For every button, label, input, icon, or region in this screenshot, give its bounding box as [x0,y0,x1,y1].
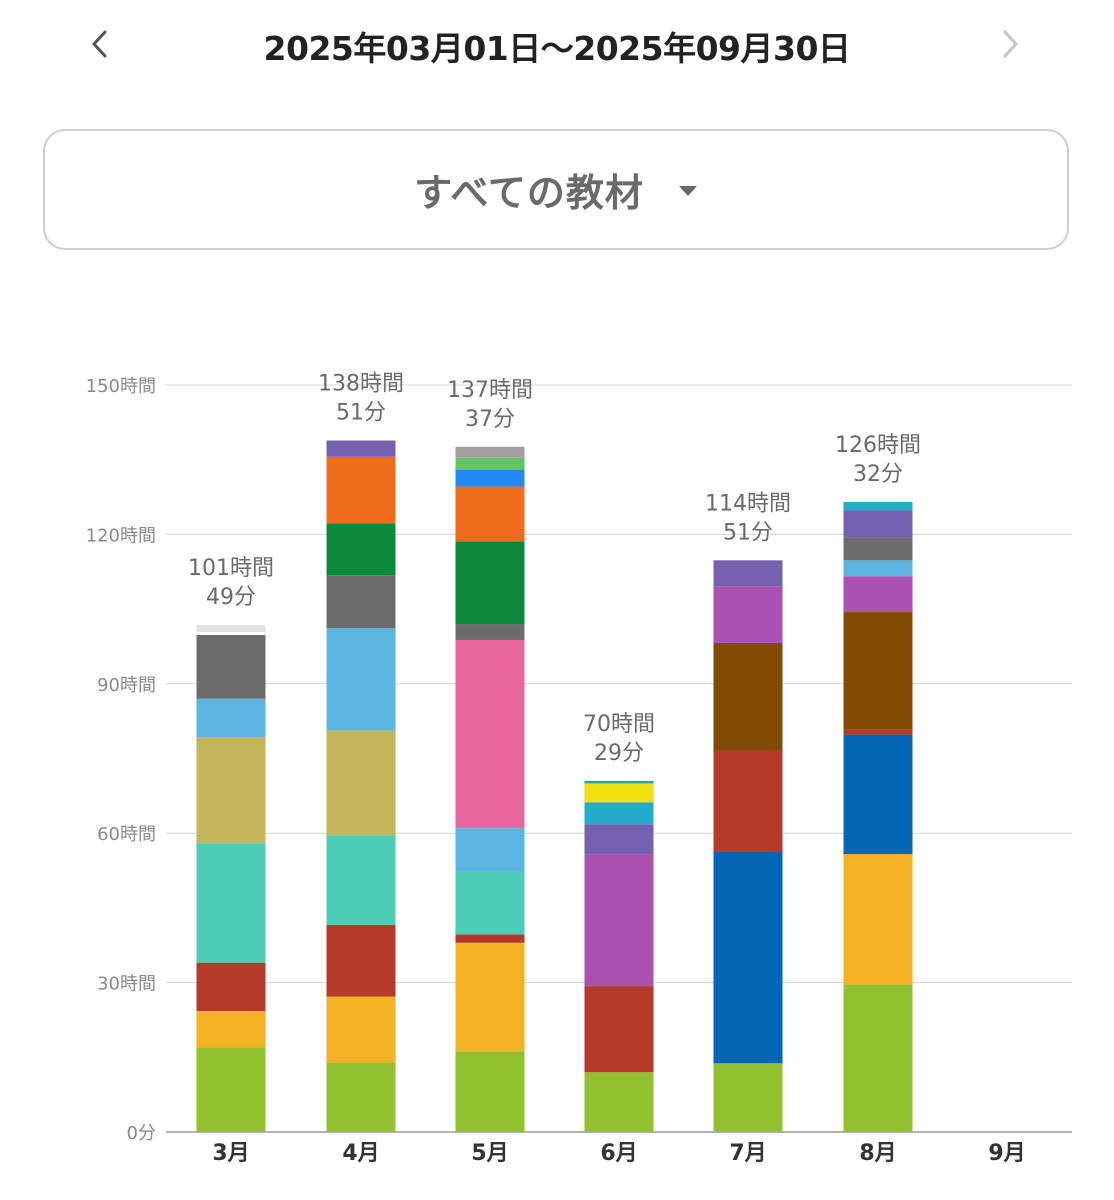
bar-segment[interactable] [843,560,913,577]
bar-segment[interactable] [843,854,913,985]
bar-segment[interactable] [196,698,266,738]
bar-segment[interactable] [196,1010,266,1048]
bar-segment[interactable] [455,639,525,829]
bar-segment[interactable] [843,612,913,730]
x-category-label: 5月 [471,1141,508,1166]
bar-segment[interactable] [713,642,783,751]
bar-segment[interactable] [713,1063,783,1132]
bar-segment[interactable] [584,854,654,987]
bar-segment[interactable] [843,510,913,538]
bar-segment[interactable] [326,456,396,524]
bar-segment[interactable] [196,625,266,633]
bar-segment[interactable] [326,628,396,731]
bar-segment[interactable] [713,750,783,852]
bar-segment[interactable] [326,996,396,1063]
bar-segment[interactable] [455,541,525,625]
y-tick-label: 150時間 [86,376,156,397]
y-tick-label: 30時間 [97,974,156,995]
y-tick-label: 60時間 [97,824,156,845]
bar-segment[interactable] [326,730,396,836]
bar-segment[interactable] [584,1072,654,1132]
bar-segment[interactable] [843,576,913,613]
bar-total-hours: 70時間 [583,712,655,737]
bar-segment[interactable] [843,734,913,855]
bar-segment[interactable] [584,802,654,825]
bar-segment[interactable] [843,729,913,735]
bar-total-minutes: 32分 [853,462,903,487]
bar-segment[interactable] [843,502,913,511]
bar-segment[interactable] [455,934,525,943]
chevron-left-icon [92,30,107,58]
bar-segment[interactable] [326,835,396,925]
x-category-label: 6月 [600,1141,637,1166]
bar-total-hours: 114時間 [705,491,791,516]
material-filter-label: すべての教材 [414,171,644,215]
bar-total-hours: 101時間 [188,556,274,581]
bar-segment[interactable] [843,537,913,561]
y-tick-label: 90時間 [97,675,156,696]
bar-segment[interactable] [584,986,654,1073]
bar-total-minutes: 29分 [594,741,644,766]
x-category-label: 9月 [988,1141,1025,1166]
bar-segment[interactable] [584,824,654,855]
bar-segment[interactable] [455,486,525,542]
bar-total-minutes: 37分 [465,407,515,432]
y-tick-label: 0分 [127,1123,156,1144]
bar-segment[interactable] [713,586,783,643]
bar-segment[interactable] [196,737,266,844]
prev-period-button[interactable] [70,14,130,74]
bar-total-hours: 138時間 [318,372,404,397]
bar-segment[interactable] [843,984,913,1132]
x-category-label: 3月 [212,1141,249,1166]
bar-segment[interactable] [326,1062,396,1132]
monthly-study-time-chart: 0分 30時間 60時間 90時間 120時間 150時間 3月 101時間 49分 4月 138時… [86,372,1072,1166]
x-category-label: 8月 [859,1141,896,1166]
bar-segment[interactable] [196,962,266,1011]
bar-segment[interactable] [455,942,525,1052]
bar-segment[interactable] [455,624,525,640]
bar-segment[interactable] [326,924,396,997]
bar-segment[interactable] [584,783,654,803]
next-period-button[interactable] [980,14,1040,74]
bar-total-minutes: 49分 [206,585,256,610]
x-category-label: 7月 [729,1141,766,1166]
period-title: 2025年03月01日〜2025年09月30日 [263,29,851,68]
bar-segment[interactable] [455,457,525,470]
bar-total-hours: 126時間 [835,433,921,458]
bar-total-minutes: 51分 [723,520,773,545]
bar-segment[interactable] [326,575,396,629]
bar-segment[interactable] [196,632,266,635]
y-tick-label: 120時間 [86,525,156,546]
bar-segment[interactable] [584,780,654,784]
bar-segment[interactable] [713,560,783,587]
bar-segment[interactable] [713,851,783,1064]
bar-total-minutes: 51分 [336,401,386,426]
bar-segment[interactable] [196,634,266,699]
bar-segment[interactable] [455,871,525,935]
period-header: 2025年03月01日〜2025年09月30日 [0,0,1114,100]
bar-segment[interactable] [196,843,266,963]
chevron-right-icon [1003,30,1018,58]
bar-segment[interactable] [455,469,525,487]
bar-segment[interactable] [326,440,396,457]
bar-segment[interactable] [455,446,525,458]
bar-segment[interactable] [455,828,525,872]
x-category-label: 4月 [342,1141,379,1166]
bar-segment[interactable] [455,1051,525,1132]
bar-total-hours: 137時間 [447,378,533,403]
bar-segment[interactable] [326,523,396,576]
bar-segment[interactable] [196,1047,266,1132]
caret-down-icon [678,185,697,196]
material-filter-dropdown[interactable]: すべての教材 [43,129,1069,250]
